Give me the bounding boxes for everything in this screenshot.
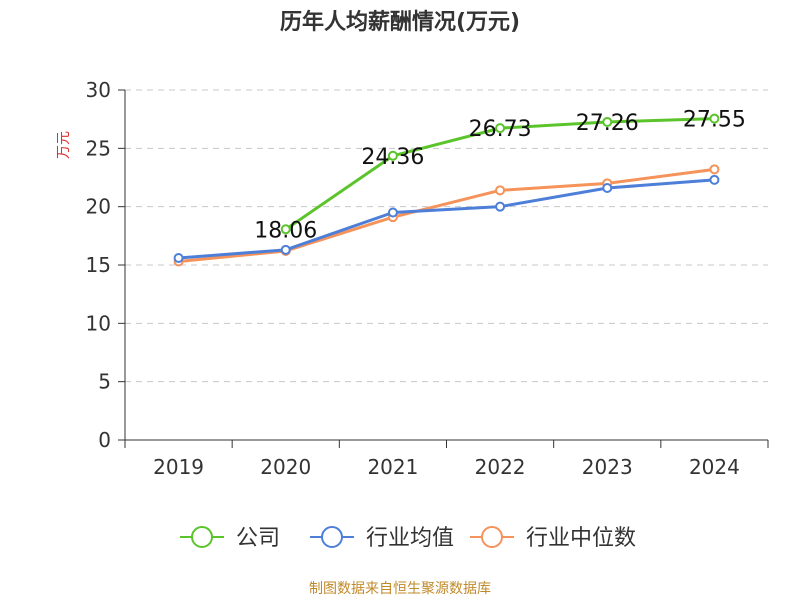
- data-point: [387, 207, 398, 218]
- data-label: 27.26: [576, 111, 639, 136]
- legend-swatch-marker: [321, 526, 343, 548]
- data-point: [495, 123, 506, 134]
- x-tick-label: 2024: [689, 455, 740, 479]
- x-tick-label: 2023: [582, 455, 633, 479]
- data-label: 27.55: [683, 108, 746, 133]
- y-tick-label: 0: [98, 428, 111, 452]
- y-tick-label: 30: [86, 78, 111, 102]
- data-point: [387, 150, 398, 161]
- data-label: 24.36: [361, 145, 424, 170]
- legend-item[interactable]: 行业中位数: [470, 526, 636, 551]
- x-tick-label: 2021: [367, 455, 418, 479]
- y-tick-label: 5: [98, 370, 111, 394]
- legend-label: 公司: [236, 526, 280, 551]
- x-tick-label: 2020: [260, 455, 311, 479]
- data-label: 26.73: [469, 117, 532, 142]
- data-point: [602, 183, 613, 193]
- chart-title: 历年人均薪酬情况(万元): [279, 10, 521, 35]
- legend-label: 行业中位数: [526, 526, 636, 551]
- x-tick-label: 2019: [153, 455, 204, 479]
- legend-item[interactable]: 公司: [180, 526, 280, 551]
- data-point: [280, 244, 291, 255]
- data-point: [495, 185, 506, 196]
- data-point: [280, 224, 291, 235]
- data-label: 18.06: [254, 218, 317, 243]
- data-point: [602, 116, 613, 127]
- source-footer: 制图数据来自恒生聚源数据库: [309, 581, 491, 597]
- data-point: [173, 253, 184, 263]
- data-point: [495, 201, 506, 212]
- data-point: [709, 174, 720, 185]
- data-point: [709, 113, 720, 124]
- series-line-1: [178, 178, 715, 260]
- data-point: [709, 164, 720, 175]
- legend-swatch-marker: [191, 526, 213, 548]
- x-tick-label: 2022: [475, 455, 526, 479]
- y-tick-label: 10: [86, 311, 111, 335]
- y-tick-label: 15: [86, 253, 111, 277]
- legend-swatch-marker: [481, 526, 503, 548]
- series-line-2: [178, 167, 715, 263]
- y-axis-title: 万元: [56, 131, 72, 159]
- legend-label: 行业均值: [366, 526, 454, 551]
- y-tick-label: 20: [86, 195, 111, 219]
- y-tick-label: 25: [86, 136, 111, 160]
- legend-item[interactable]: 行业均值: [310, 526, 454, 551]
